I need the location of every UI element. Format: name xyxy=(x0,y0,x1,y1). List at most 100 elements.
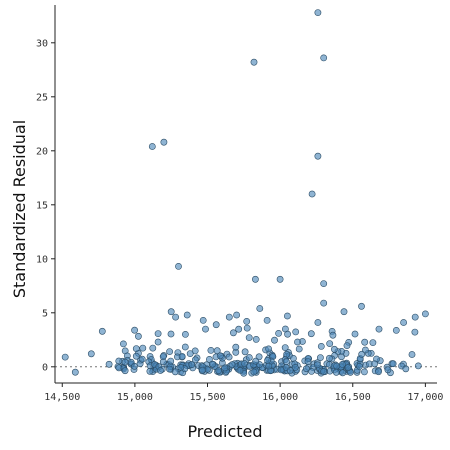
data-point xyxy=(159,353,167,360)
data-point xyxy=(177,363,185,371)
data-point xyxy=(167,308,175,316)
data-point xyxy=(154,338,162,346)
data-point xyxy=(314,319,322,326)
data-point xyxy=(241,360,248,367)
x-tick-label: 14,500 xyxy=(44,392,80,403)
y-tick-label: 0 xyxy=(42,362,48,373)
data-point xyxy=(340,308,348,316)
x-axis-title: Predicted xyxy=(187,422,262,441)
data-point xyxy=(361,338,369,346)
data-point xyxy=(316,354,324,361)
data-point xyxy=(302,365,310,373)
data-point xyxy=(105,360,113,368)
data-point xyxy=(139,344,147,352)
data-point xyxy=(191,356,199,364)
data-point xyxy=(375,325,383,333)
data-point xyxy=(87,350,95,358)
data-point xyxy=(131,326,138,334)
data-point xyxy=(304,358,312,365)
data-point xyxy=(392,326,400,334)
data-point xyxy=(207,346,215,354)
data-point xyxy=(186,350,194,357)
data-point xyxy=(225,353,233,361)
data-point xyxy=(138,355,146,363)
data-point xyxy=(146,367,154,375)
data-point xyxy=(121,367,129,375)
data-point xyxy=(166,348,173,355)
data-point xyxy=(358,350,366,358)
data-point xyxy=(325,354,333,362)
data-point xyxy=(332,368,340,376)
data-point xyxy=(263,316,271,324)
data-point xyxy=(264,356,271,364)
data-point xyxy=(228,361,236,369)
data-point xyxy=(233,311,240,319)
data-point xyxy=(215,367,222,375)
data-point xyxy=(148,143,156,150)
data-point xyxy=(243,324,251,332)
data-point xyxy=(344,364,352,372)
data-point xyxy=(181,330,189,338)
data-point xyxy=(175,262,182,270)
data-point xyxy=(167,330,175,338)
x-tick-label: 15,500 xyxy=(189,392,225,403)
data-point xyxy=(199,316,207,324)
data-point xyxy=(120,340,127,348)
data-point xyxy=(271,336,278,344)
data-point xyxy=(250,58,258,66)
data-point xyxy=(149,344,157,352)
y-tick-label: 10 xyxy=(36,254,48,265)
data-point xyxy=(98,327,106,335)
data-point xyxy=(421,310,429,318)
data-point xyxy=(115,357,123,365)
data-point xyxy=(361,346,369,354)
data-point xyxy=(245,354,253,361)
data-point xyxy=(402,365,410,373)
data-point xyxy=(320,299,328,307)
data-point xyxy=(198,366,206,374)
data-point xyxy=(243,317,251,325)
data-point xyxy=(160,138,168,146)
data-point xyxy=(216,352,224,360)
x-tick-label: 15,000 xyxy=(117,392,153,403)
data-point xyxy=(156,367,164,374)
data-point xyxy=(291,363,299,371)
data-point xyxy=(202,325,209,333)
data-point xyxy=(232,343,240,351)
data-point xyxy=(251,275,259,283)
data-point xyxy=(256,305,264,312)
x-tick-label: 17,000 xyxy=(407,392,443,403)
data-point xyxy=(132,352,140,360)
data-point xyxy=(360,368,368,376)
data-point xyxy=(343,342,351,349)
data-point xyxy=(313,361,321,369)
data-point xyxy=(134,332,142,340)
data-point xyxy=(241,348,249,356)
data-point xyxy=(295,345,303,353)
data-point xyxy=(400,319,407,326)
data-point xyxy=(289,354,297,362)
data-point xyxy=(320,280,328,287)
data-point xyxy=(358,302,365,310)
data-point xyxy=(205,355,213,363)
x-axis-ticks: 14,500 15,000 15,500 16,000 16,500 17,000 xyxy=(44,383,443,403)
data-point xyxy=(276,275,284,283)
data-point xyxy=(329,331,337,339)
data-point xyxy=(326,340,334,347)
data-point xyxy=(235,325,243,333)
data-point xyxy=(320,368,327,375)
data-point xyxy=(339,369,347,377)
data-point xyxy=(178,353,186,360)
data-point xyxy=(384,366,392,374)
y-tick-label: 15 xyxy=(36,200,48,211)
data-point xyxy=(221,364,229,372)
data-point xyxy=(414,362,422,370)
data-point xyxy=(252,335,260,343)
data-point xyxy=(183,311,191,319)
data-point xyxy=(369,339,377,346)
y-axis-ticks: 0 5 10 15 20 25 30 xyxy=(36,38,55,373)
data-point xyxy=(408,351,416,358)
y-tick-label: 5 xyxy=(42,308,48,319)
data-point xyxy=(338,360,346,368)
